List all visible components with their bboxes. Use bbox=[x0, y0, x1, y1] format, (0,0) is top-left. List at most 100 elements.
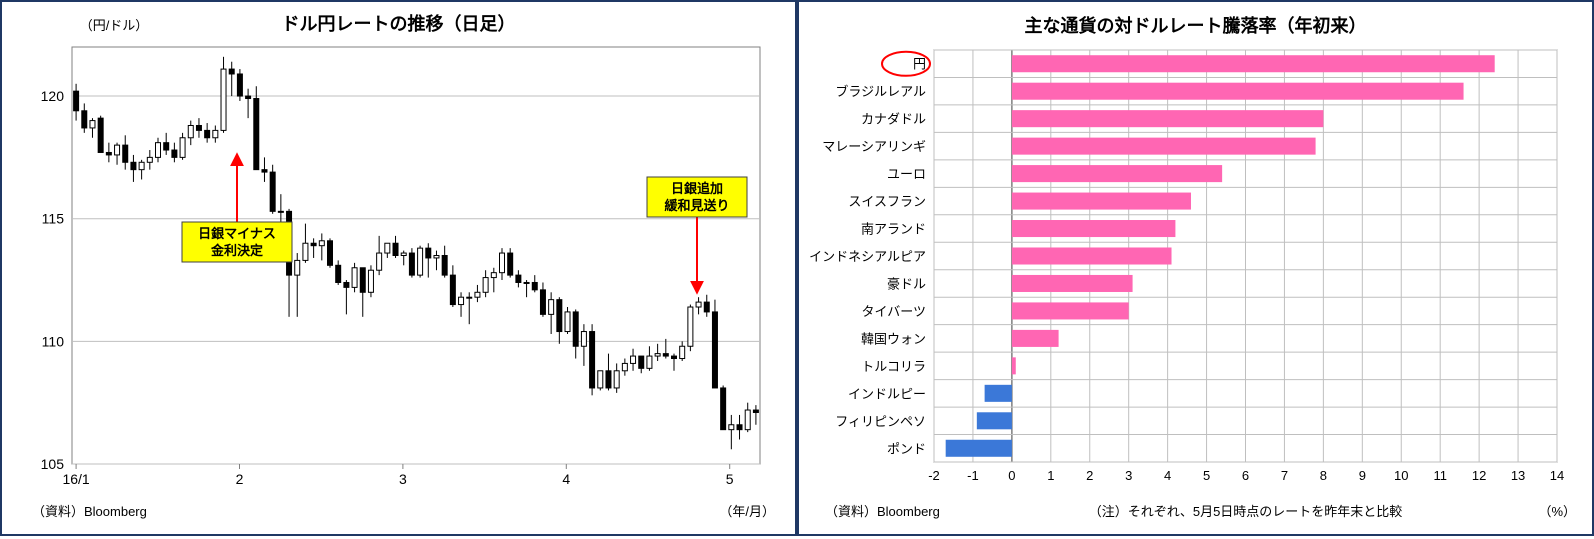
candle-body bbox=[205, 130, 210, 137]
x-tick-label: 4 bbox=[1164, 468, 1171, 483]
category-label: ブラジルレアル bbox=[835, 84, 926, 99]
x-tick-label: 5 bbox=[1203, 468, 1210, 483]
candle-body bbox=[557, 300, 562, 332]
x-tick-label: 3 bbox=[399, 471, 407, 487]
candle-body bbox=[368, 270, 373, 292]
bar bbox=[1012, 247, 1172, 264]
category-label: 南アランド bbox=[861, 222, 926, 237]
candle-body bbox=[450, 275, 455, 304]
category-label: トルコリラ bbox=[861, 359, 926, 374]
candle-body bbox=[328, 241, 333, 266]
candle-body bbox=[139, 162, 144, 169]
candle-body bbox=[213, 130, 218, 137]
candle-body bbox=[74, 91, 79, 111]
candle-body bbox=[123, 145, 128, 162]
bar bbox=[1012, 220, 1176, 237]
category-label: 豪ドル bbox=[887, 276, 926, 291]
annotation-text: 金利決定 bbox=[210, 243, 263, 258]
x-tick-label: 3 bbox=[1125, 468, 1132, 483]
candle-body bbox=[475, 292, 480, 297]
currency-ytd-bar-panel: 主な通貨の対ドルレート騰落率（年初来）-2-101234567891011121… bbox=[797, 0, 1594, 536]
candle-body bbox=[508, 253, 513, 275]
candle-body bbox=[753, 410, 758, 412]
x-tick-label: -1 bbox=[967, 468, 979, 483]
annotation-text: 日銀追加 bbox=[671, 181, 723, 196]
candle-body bbox=[82, 111, 87, 128]
candle-body bbox=[672, 356, 677, 358]
candle-body bbox=[516, 275, 521, 282]
candle-body bbox=[565, 312, 570, 332]
bar bbox=[1012, 193, 1191, 210]
candle-body bbox=[712, 312, 717, 388]
candle-body bbox=[688, 307, 693, 346]
candle-body bbox=[467, 297, 472, 298]
candle-body bbox=[156, 143, 161, 158]
source-label: （資料）Bloomberg bbox=[825, 504, 940, 519]
candle-body bbox=[680, 346, 685, 358]
x-tick-label: 16/1 bbox=[62, 471, 89, 487]
x-tick-label: 8 bbox=[1320, 468, 1327, 483]
y-tick-label: 120 bbox=[41, 88, 65, 104]
category-label: インドルピー bbox=[848, 386, 926, 401]
x-axis-label: （年/月） bbox=[719, 504, 775, 519]
y-tick-label: 115 bbox=[42, 211, 65, 227]
candle-body bbox=[352, 268, 357, 288]
candle-body bbox=[721, 388, 726, 430]
candle-body bbox=[549, 300, 554, 315]
candle-body bbox=[278, 211, 283, 212]
candle-body bbox=[483, 278, 488, 293]
candle-body bbox=[606, 371, 611, 388]
y-tick-label: 105 bbox=[41, 456, 65, 472]
category-label: ユーロ bbox=[887, 167, 926, 182]
x-tick-label: 9 bbox=[1359, 468, 1366, 483]
category-label: カナダドル bbox=[861, 112, 926, 127]
bar bbox=[1012, 302, 1129, 319]
source-label: （資料）Bloomberg bbox=[32, 504, 147, 519]
candle-body bbox=[196, 125, 201, 130]
bar bbox=[1012, 165, 1222, 182]
candle-body bbox=[254, 99, 259, 170]
bar bbox=[1012, 138, 1316, 155]
x-tick-label: 12 bbox=[1472, 468, 1486, 483]
bar bbox=[946, 440, 1012, 457]
candle-body bbox=[172, 150, 177, 157]
x-tick-label: 6 bbox=[1242, 468, 1249, 483]
bar bbox=[1012, 110, 1324, 127]
bar bbox=[1012, 275, 1133, 292]
candle-body bbox=[745, 410, 750, 430]
candle-body bbox=[418, 248, 423, 275]
x-tick-label: 13 bbox=[1511, 468, 1525, 483]
bar bbox=[1012, 55, 1495, 72]
candle-body bbox=[581, 332, 586, 347]
candle-body bbox=[385, 243, 390, 253]
candle-body bbox=[270, 172, 275, 211]
category-label: インドネシアルピア bbox=[809, 249, 926, 264]
candle-body bbox=[401, 253, 406, 255]
x-tick-label: 1 bbox=[1047, 468, 1054, 483]
candle-body bbox=[147, 157, 152, 162]
candle-body bbox=[237, 74, 242, 96]
chart-title: 主な通貨の対ドルレート騰落率（年初来） bbox=[1025, 15, 1367, 36]
y-axis-label: （円/ドル） bbox=[80, 18, 149, 33]
candle-body bbox=[262, 170, 267, 172]
candle-body bbox=[737, 425, 742, 430]
x-axis-label: （%） bbox=[1538, 504, 1576, 519]
x-tick-label: 10 bbox=[1394, 468, 1408, 483]
bar bbox=[1012, 330, 1059, 347]
x-tick-label: 11 bbox=[1433, 468, 1447, 483]
candle-body bbox=[311, 243, 316, 245]
note-label: （注）それぞれ、5月5日時点のレートを昨年末と比較 bbox=[1089, 504, 1403, 519]
candle-body bbox=[532, 282, 537, 289]
x-tick-label: 2 bbox=[236, 471, 244, 487]
candle-body bbox=[491, 273, 496, 278]
x-tick-label: 14 bbox=[1550, 468, 1564, 483]
category-label: 韓国ウォン bbox=[861, 331, 926, 346]
candle-body bbox=[377, 253, 382, 270]
candle-body bbox=[360, 268, 365, 293]
candle-body bbox=[442, 256, 447, 276]
candle-body bbox=[696, 302, 701, 307]
candle-body bbox=[426, 248, 431, 258]
candle-body bbox=[614, 371, 619, 388]
candle-body bbox=[106, 152, 111, 154]
x-tick-label: 5 bbox=[726, 471, 734, 487]
